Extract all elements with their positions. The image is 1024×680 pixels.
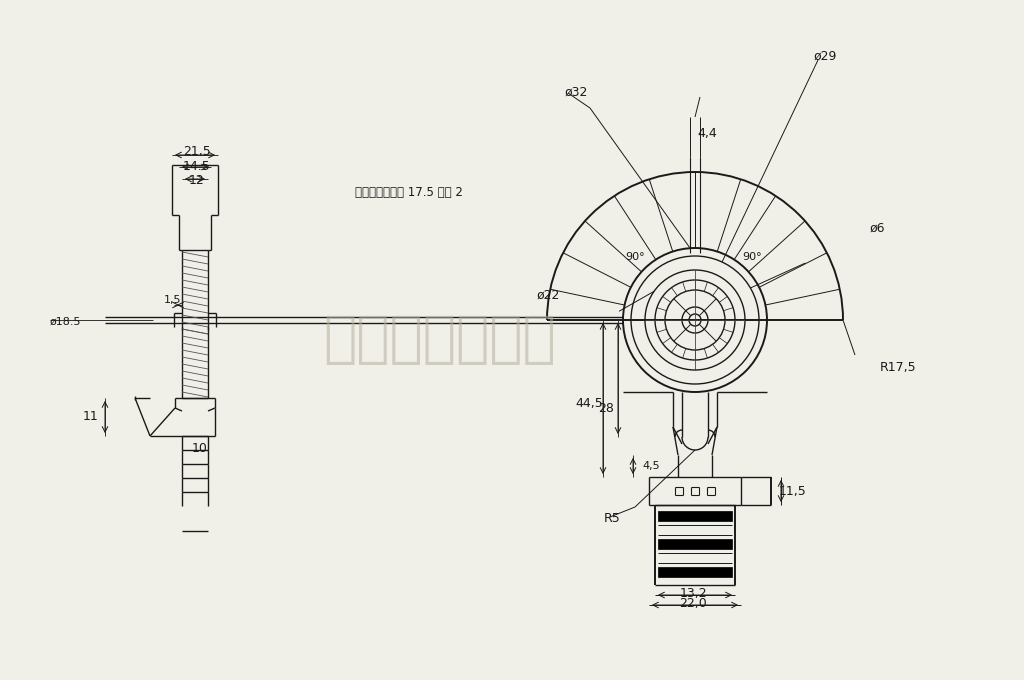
Text: 90°: 90° — [742, 252, 762, 262]
Text: ø18.5: ø18.5 — [49, 317, 81, 327]
Text: 11,5: 11,5 — [779, 484, 807, 498]
Polygon shape — [658, 539, 732, 549]
Text: 4,5: 4,5 — [642, 461, 659, 471]
Text: 28: 28 — [598, 401, 614, 415]
Polygon shape — [658, 567, 732, 577]
Text: 10: 10 — [193, 441, 208, 454]
Text: 贵诺九星电器厂: 贵诺九星电器厂 — [324, 313, 556, 367]
Text: 4,4: 4,4 — [697, 126, 717, 139]
Text: 14.5: 14.5 — [183, 160, 211, 173]
Text: ø22: ø22 — [537, 288, 560, 301]
Text: R5: R5 — [603, 513, 621, 526]
Text: 21,5: 21,5 — [183, 146, 211, 158]
Polygon shape — [658, 511, 732, 521]
Text: 12: 12 — [189, 173, 205, 186]
Text: 90°: 90° — [626, 252, 645, 262]
Text: R17,5: R17,5 — [880, 362, 916, 375]
Text: 13,2: 13,2 — [679, 586, 707, 600]
Text: ø6: ø6 — [869, 222, 885, 235]
Text: ø32: ø32 — [564, 86, 588, 99]
Text: 44,5: 44,5 — [575, 396, 603, 409]
Text: ø29: ø29 — [813, 50, 837, 63]
Text: 11: 11 — [83, 411, 99, 424]
Text: 22,0: 22,0 — [679, 598, 707, 611]
Text: 1,5: 1,5 — [164, 295, 181, 305]
Text: 滑动刷碗内径口 17.5 壁厚 2: 滑动刷碗内径口 17.5 壁厚 2 — [355, 186, 463, 199]
